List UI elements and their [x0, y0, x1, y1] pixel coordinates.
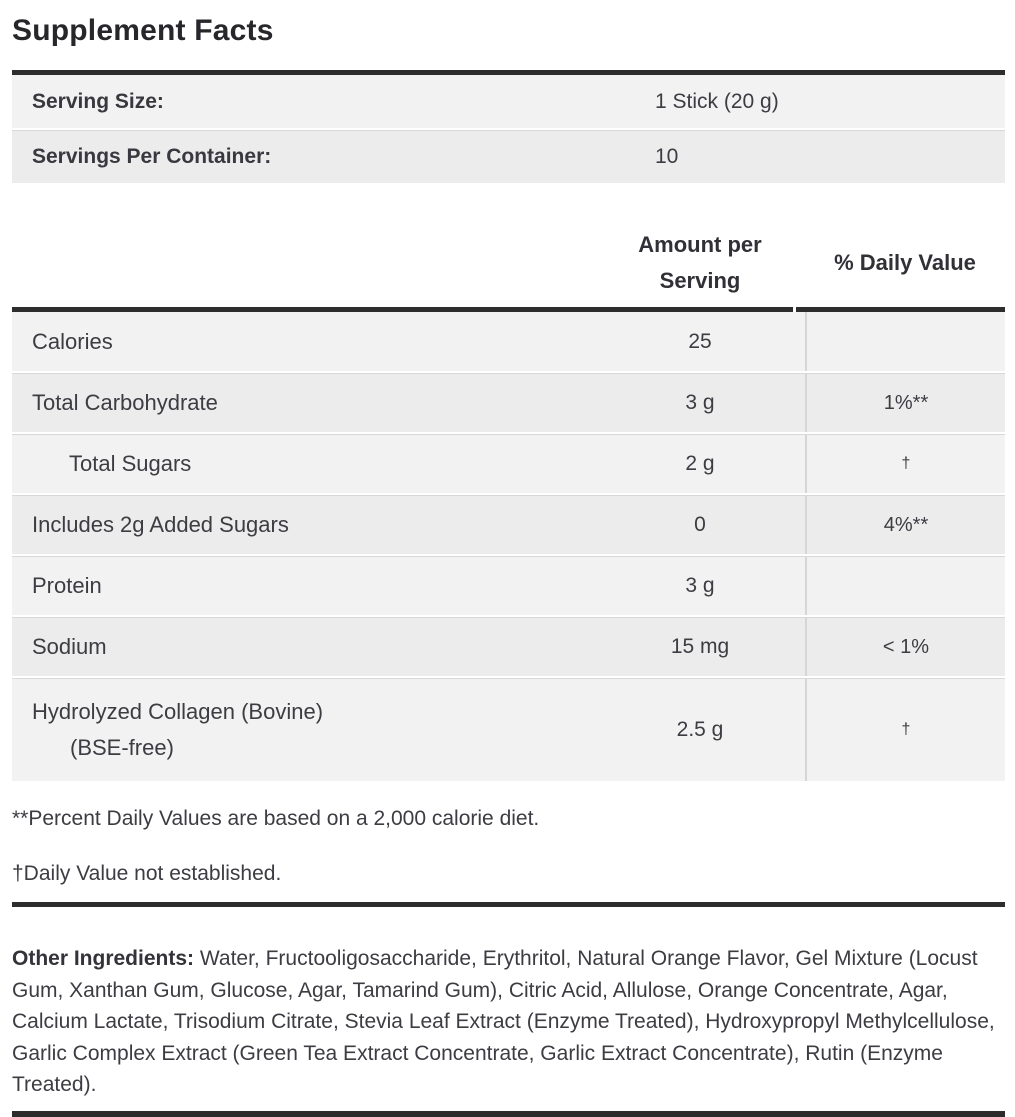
nutrition-table: Calories 25 Total Carbohydrate 3 g 1%** … — [12, 312, 1005, 781]
table-row-added-sugars: Includes 2g Added Sugars 0 4%** — [12, 495, 1005, 554]
nutrient-label: Total Carbohydrate — [32, 390, 218, 415]
nutrition-table-top-border — [12, 307, 1005, 312]
serving-info-table: Serving Size: 1 Stick (20 g) Servings Pe… — [12, 70, 1005, 183]
nutrient-amount: 3 g — [685, 391, 715, 414]
footnote-dagger: †Daily Value not established. — [12, 862, 282, 885]
table-row-calories: Calories 25 — [12, 312, 1005, 371]
nutrient-dv: 4%** — [805, 496, 1005, 554]
nutrient-label: Calories — [32, 328, 113, 354]
footnotes: **Percent Daily Values are based on a 2,… — [12, 807, 1005, 886]
section-divider — [12, 902, 1005, 907]
table-row-total-sugars: Total Sugars 2 g † — [12, 434, 1005, 493]
serving-size-row: Serving Size: 1 Stick (20 g) — [12, 75, 1005, 128]
nutrient-dv: † — [805, 679, 1005, 781]
nutrient-amount: 15 mg — [670, 635, 730, 658]
nutrient-amount: 2.5 g — [676, 718, 724, 741]
serving-size-value: 1 Stick (20 g) — [655, 89, 779, 113]
servings-per-container-label: Servings Per Container: — [32, 145, 272, 168]
nutrient-dv: 1%** — [805, 374, 1005, 432]
other-ingredients-label: Other Ingredients: — [12, 947, 195, 970]
table-row-hydrolyzed-collagen: Hydrolyzed Collagen (Bovine) (BSE-free) … — [12, 678, 1005, 781]
nutrient-label-line2: (BSE-free) — [70, 735, 174, 760]
nutrient-label: Includes 2g Added Sugars — [32, 512, 289, 537]
page-title: Supplement Facts — [12, 14, 274, 47]
nutrient-label: Total Sugars — [69, 451, 192, 476]
table-row-total-carbohydrate: Total Carbohydrate 3 g 1%** — [12, 373, 1005, 432]
nutrient-dv — [805, 312, 1005, 371]
nutrient-label: Protein — [32, 573, 102, 598]
servings-per-container-value: 10 — [655, 145, 679, 168]
footnote-daily-values: **Percent Daily Values are based on a 2,… — [12, 807, 540, 830]
other-ingredients-paragraph: Other Ingredients: Water, Fructooligosac… — [12, 943, 1005, 1101]
nutrient-label: Sodium — [32, 634, 107, 659]
serving-size-label: Serving Size: — [32, 89, 164, 113]
servings-per-container-row: Servings Per Container: 10 — [12, 130, 1005, 183]
nutrient-amount: 0 — [694, 513, 706, 536]
table-row-sodium: Sodium 15 mg < 1% — [12, 617, 1005, 676]
bottom-section-divider — [12, 1110, 1005, 1117]
daily-value-header: % Daily Value — [834, 250, 976, 275]
nutrient-label: Hydrolyzed Collagen (Bovine) (BSE-free) — [12, 699, 595, 761]
amount-per-serving-header-text: Amount per Serving — [638, 232, 762, 293]
table-row-protein: Protein 3 g — [12, 556, 1005, 615]
other-ingredients-text: Water, Fructooligosaccharide, Erythritol… — [12, 947, 995, 1096]
amount-per-serving-header: Amount per Serving — [595, 227, 805, 299]
nutrient-dv: < 1% — [805, 618, 1005, 676]
nutrient-amount: 25 — [688, 329, 712, 353]
nutrient-dv: † — [805, 435, 1005, 493]
nutrient-amount: 3 g — [685, 574, 715, 597]
nutrient-dv — [805, 557, 1005, 615]
nutrition-column-headers: Amount per Serving % Daily Value — [12, 227, 1005, 299]
nutrient-amount: 2 g — [685, 452, 715, 475]
border-gap — [793, 307, 796, 312]
nutrient-label-line1: Hydrolyzed Collagen (Bovine) — [32, 699, 324, 724]
